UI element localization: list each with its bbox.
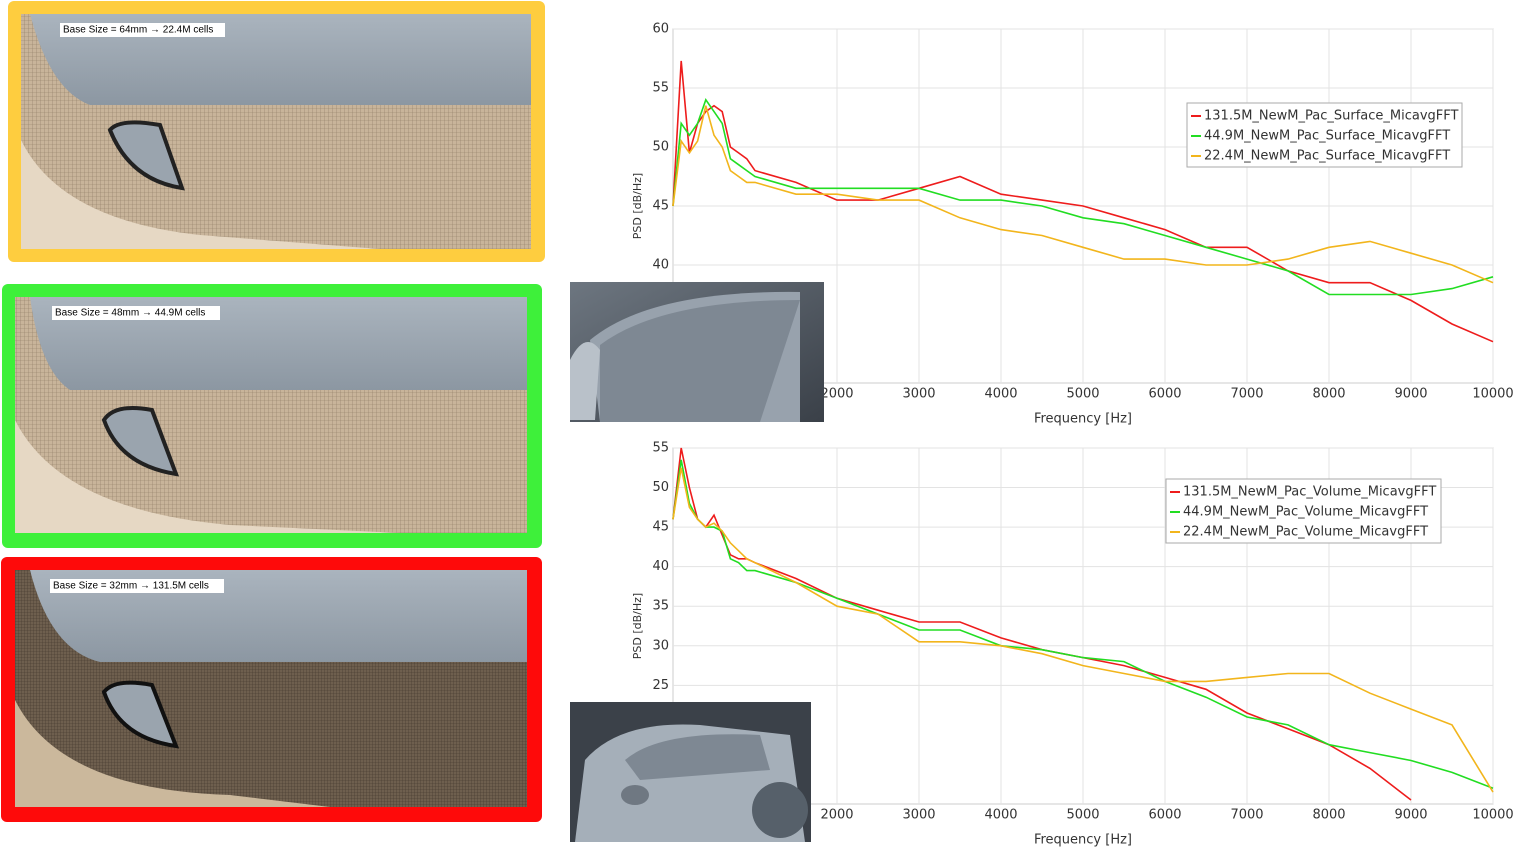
inset-image [570, 702, 811, 842]
x-tick-label: 2000 [820, 387, 853, 402]
y-tick-label: 35 [652, 599, 669, 614]
legend-label: 131.5M_NewM_Pac_Surface_MicavgFFT [1204, 109, 1459, 124]
series-line [672, 467, 1494, 793]
x-tick-label: 4000 [984, 387, 1017, 402]
x-tick-label: 2000 [820, 808, 853, 823]
y-tick-label: 40 [652, 258, 669, 273]
caption-box [52, 306, 220, 320]
caption: Base Size = 64mm → 22.4M cells [63, 25, 213, 36]
x-tick-label: 5000 [1066, 387, 1099, 402]
series-line [672, 98, 1494, 296]
caption-box [50, 579, 224, 593]
x-tick-label: 6000 [1148, 387, 1181, 402]
x-tick-label: 4000 [984, 808, 1017, 823]
mesh-image [15, 297, 527, 533]
legend-label: 22.4M_NewM_Pac_Volume_MicavgFFT [1183, 525, 1428, 540]
y-tick-label: 55 [652, 441, 669, 456]
x-tick-label: 3000 [902, 808, 935, 823]
legend-label: 44.9M_NewM_Pac_Volume_MicavgFFT [1183, 505, 1428, 520]
mesh-panels: Base Size = 64mm → 22.4M cells Base Size… [1, 1, 545, 822]
x-tick-label: 8000 [1312, 808, 1345, 823]
x-tick-label: 5000 [1066, 808, 1099, 823]
mesh-image [21, 14, 531, 249]
legend-label: 44.9M_NewM_Pac_Surface_MicavgFFT [1204, 129, 1450, 144]
x-tick-label: 7000 [1230, 808, 1263, 823]
y-tick-label: 50 [652, 140, 669, 155]
x-tick-label: 3000 [902, 387, 935, 402]
y-tick-label: 60 [652, 22, 669, 37]
legend: 131.5M_NewM_Pac_Volume_MicavgFFT 44.9M_Ne… [1165, 478, 1442, 544]
legend-label: 22.4M_NewM_Pac_Surface_MicavgFFT [1204, 149, 1450, 164]
y-tick-label: 45 [652, 199, 669, 214]
x-axis-label: Frequency [Hz] [1034, 833, 1132, 848]
x-tick-label: 10000 [1472, 387, 1513, 402]
y-tick-label: 25 [652, 678, 669, 693]
y-tick-label: 45 [652, 520, 669, 535]
inset-image [570, 282, 824, 422]
caption-box [60, 23, 225, 37]
caption: Base Size = 32mm → 131.5M cells [53, 581, 209, 592]
y-axis-label: PSD [dB/Hz] [631, 173, 644, 239]
x-tick-label: 9000 [1394, 387, 1427, 402]
x-tick-label: 8000 [1312, 387, 1345, 402]
x-tick-label: 6000 [1148, 808, 1181, 823]
caption: Base Size = 48mm → 44.9M cells [55, 308, 205, 319]
y-tick-label: 40 [652, 559, 669, 574]
legend-label: 131.5M_NewM_Pac_Volume_MicavgFFT [1183, 485, 1436, 500]
series-line [672, 447, 1412, 801]
series-line [672, 105, 1494, 284]
y-tick-label: 50 [652, 480, 669, 495]
legend: 131.5M_NewM_Pac_Surface_MicavgFFT 44.9M_N… [1186, 102, 1463, 168]
legend-box [1165, 478, 1442, 544]
x-tick-label: 9000 [1394, 808, 1427, 823]
x-tick-label: 10000 [1472, 808, 1513, 823]
y-tick-label: 55 [652, 81, 669, 96]
x-axis-label: Frequency [Hz] [1034, 412, 1132, 427]
y-axis-label: PSD [dB/Hz] [631, 593, 644, 659]
series-line [672, 459, 1494, 789]
legend-box [1186, 102, 1463, 168]
y-tick-label: 30 [652, 638, 669, 653]
mesh-image [15, 570, 527, 807]
x-tick-label: 7000 [1230, 387, 1263, 402]
